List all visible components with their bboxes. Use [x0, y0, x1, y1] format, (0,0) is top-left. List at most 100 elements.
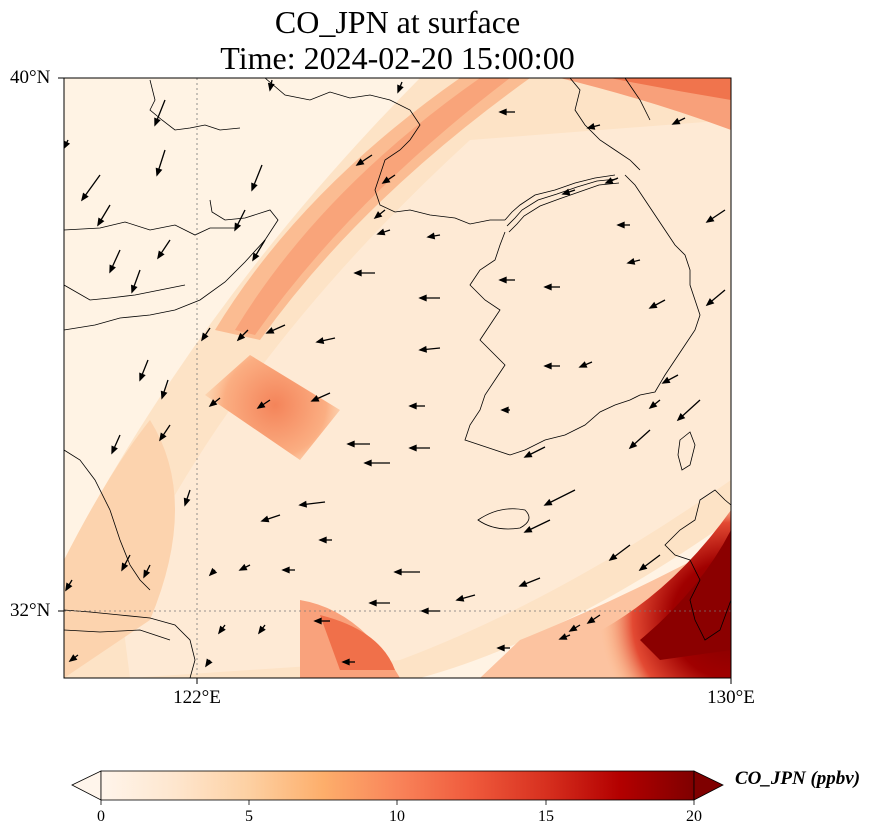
concentration-field [64, 78, 731, 678]
wind-arrow-head [543, 498, 553, 506]
map-frame [63, 77, 732, 679]
wind-arrow-head [498, 108, 507, 116]
wind-arrow-head [363, 459, 372, 467]
wind-arrow-head [238, 563, 248, 571]
lat-label-40n: 40°N [10, 67, 51, 88]
wind-arrow-head [376, 228, 386, 236]
wind-vectors [64, 79, 726, 668]
wind-arrow-head [217, 625, 226, 635]
wind-arrow-head [561, 188, 571, 196]
wind-arrow-head [111, 445, 118, 455]
wind-arrow-head [498, 276, 507, 284]
wind-arrow-head [252, 252, 260, 262]
map-time: Time: 2024-02-20 15:00:00 [220, 40, 575, 76]
wind-arrow-head [418, 294, 427, 302]
wind-arrow-head [315, 337, 325, 344]
colorbar-tick: 20 [686, 808, 702, 825]
wind-arrow-head [353, 269, 362, 277]
wind-arrow-head [159, 432, 167, 442]
colorbar-label: CO_JPN (ppbv) [735, 768, 861, 789]
wind-arrow-head [251, 182, 258, 192]
wind-arrow-head [368, 599, 377, 607]
wind-arrow-head [257, 625, 266, 635]
wind-arrow-head [518, 580, 528, 587]
colorbar-tick: 5 [245, 808, 253, 825]
wind-arrow-head [256, 401, 266, 409]
wind-arrow-head [131, 284, 138, 294]
wind-arrow-head [586, 123, 596, 130]
lat-label-32n: 32°N [10, 600, 51, 621]
wind-arrow-head [608, 553, 618, 562]
wind-arrow-head [648, 301, 658, 309]
wind-arrow-head [236, 332, 246, 342]
colorbar-extend-high [693, 770, 724, 801]
wind-arrow-head [373, 211, 383, 220]
colorbar-extend-low [71, 770, 102, 801]
wind-arrow-head [523, 450, 533, 458]
wind-arrow-head [281, 566, 290, 574]
wind-arrow-head [648, 401, 658, 410]
wind-arrow-head [346, 440, 355, 448]
wind-arrow-head [341, 658, 350, 666]
wind-arrow-head [139, 372, 146, 382]
wind-arrow-head [676, 412, 686, 422]
wind-arrow-head [638, 563, 648, 572]
colorbar-tick: 15 [538, 808, 554, 825]
wind-arrow-head [523, 525, 533, 533]
wind-arrow-head [397, 84, 404, 94]
wind-arrow-head [628, 440, 638, 450]
wind-arrow-head [381, 176, 391, 184]
wind-arrow-head [183, 497, 191, 507]
wind-arrow-head [313, 617, 322, 625]
wind-arrow-head [418, 345, 427, 353]
wind-arrow-head [578, 361, 588, 368]
wind-arrow-head [318, 536, 327, 544]
wind-arrow-head [408, 402, 417, 410]
wind-arrow-head [81, 192, 89, 202]
wind-arrow-head [97, 217, 105, 227]
colorbar-tick: 0 [97, 808, 105, 825]
wind-arrow-head [426, 232, 436, 240]
wind-arrow-head [671, 117, 681, 125]
wind-arrow-head [616, 221, 625, 229]
wind-arrow-head [626, 258, 636, 265]
lon-label-130e: 130°E [707, 687, 755, 708]
wind-arrow-head [455, 594, 465, 602]
wind-arrow-head [705, 215, 715, 223]
wind-arrow-head [568, 624, 578, 632]
wind-arrow-head [121, 562, 129, 572]
wind-arrow-head [661, 376, 671, 384]
wind-arrow-head [420, 607, 429, 615]
wind-arrow-head [143, 569, 151, 579]
wind-arrow-head [155, 167, 163, 177]
wind-arrow-head [201, 332, 209, 342]
wind-arrow-head [310, 395, 320, 402]
coastlines [64, 78, 731, 678]
map-title: CO_JPN at surface [274, 4, 521, 40]
wind-arrow-head [68, 654, 78, 663]
wind-arrow-head [543, 362, 552, 370]
wind-arrow-head [208, 567, 218, 577]
wind-arrow-head [265, 327, 275, 334]
wind-arrow-head [205, 658, 213, 668]
wind-arrow-head [543, 283, 552, 291]
wind-arrow-head [496, 644, 505, 652]
wind-arrow-head [109, 264, 116, 274]
wind-arrow-head [160, 390, 168, 400]
wind-arrow-head [234, 222, 242, 232]
wind-arrow-head [705, 298, 715, 307]
wind-arrow-head [393, 568, 402, 576]
colorbar-gradient [100, 770, 695, 801]
wind-arrow-head [260, 515, 270, 523]
wind-arrow-head [586, 616, 596, 624]
lon-label-122e: 122°E [173, 687, 221, 708]
wind-arrow-head [154, 117, 161, 127]
wind-arrow-head [267, 82, 275, 92]
wind-arrow-head [157, 250, 165, 260]
wind-arrow-head [604, 177, 614, 184]
wind-arrow-head [500, 406, 509, 414]
gridlines [64, 78, 731, 678]
wind-arrow-head [558, 633, 568, 640]
